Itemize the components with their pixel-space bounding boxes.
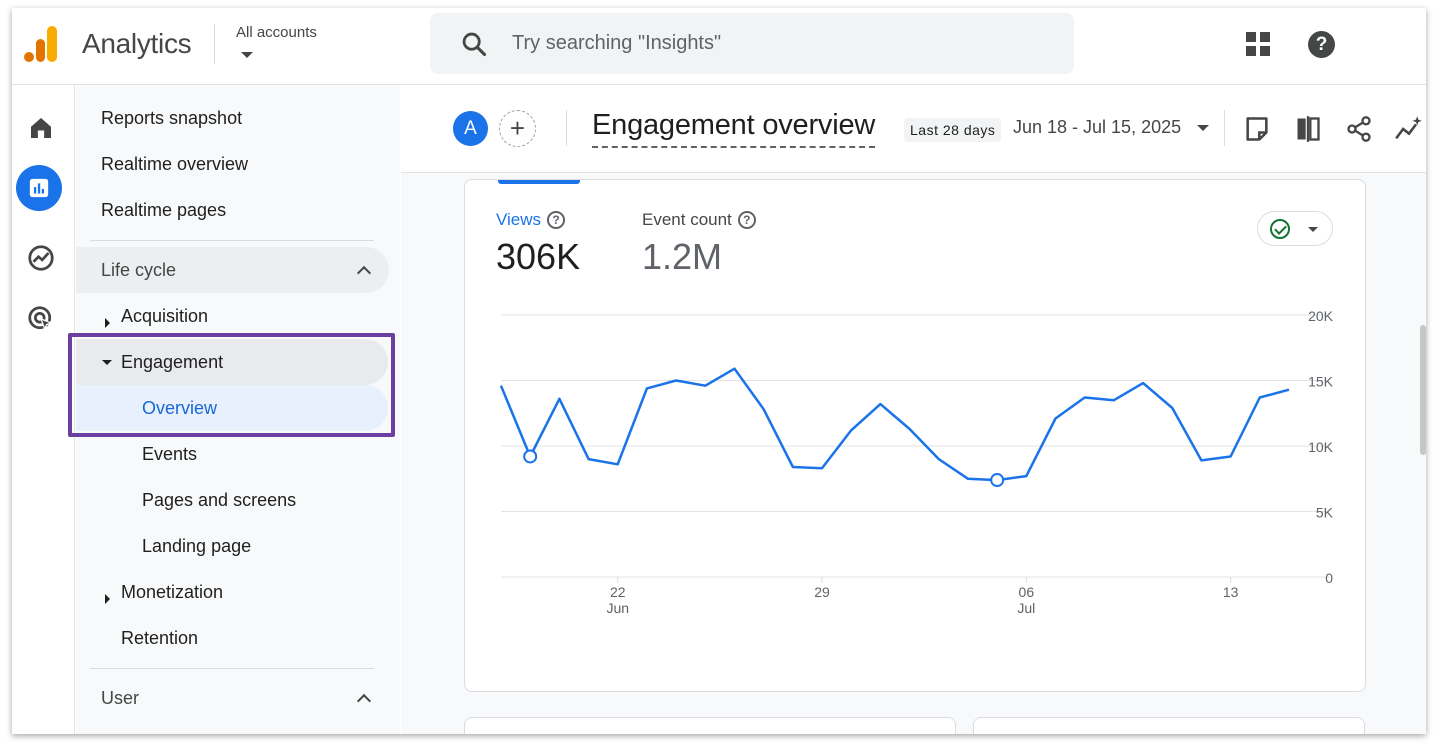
- app-window: Analytics All accounts Try searching "In…: [12, 8, 1426, 734]
- reports-nav-button[interactable]: [16, 165, 62, 211]
- nav-overview: Overview: [142, 398, 218, 418]
- reports-icon: [29, 178, 49, 198]
- main-content: A + Engagement overview Last 28 days Jun…: [401, 85, 1426, 734]
- search-input[interactable]: Try searching "Insights": [512, 32, 722, 54]
- side-nav: Reports snapshot Realtime overview Realt…: [76, 85, 400, 734]
- nav-engagement-row[interactable]: Engagement: [76, 339, 388, 385]
- notes-icon[interactable]: [1243, 115, 1271, 143]
- help-question-icon[interactable]: ?: [737, 211, 756, 229]
- metric-value: 306K: [496, 236, 581, 277]
- app-title: Analytics: [82, 28, 192, 59]
- secondary-card: [973, 717, 1365, 734]
- date-range-text[interactable]: Jun 18 - Jul 15, 2025: [1013, 117, 1182, 137]
- section-label: Life cycle: [101, 260, 177, 280]
- highlight-annotation-box: [68, 333, 395, 437]
- x-tick-label: 06: [1019, 584, 1035, 600]
- divider: [566, 110, 567, 146]
- nav-reports-snapshot[interactable]: Reports snapshot: [101, 108, 243, 128]
- caret-right-icon[interactable]: [105, 318, 110, 328]
- data-point-marker: [990, 473, 1005, 488]
- caret-down-icon: [102, 360, 112, 365]
- divider: [214, 24, 215, 64]
- section-life-cycle[interactable]: Life cycle: [76, 247, 389, 293]
- comparison-avatar[interactable]: A: [453, 111, 488, 146]
- help-question-icon[interactable]: ?: [547, 211, 566, 229]
- active-tab-indicator: [498, 180, 580, 184]
- x-tick-label: 13: [1223, 584, 1239, 600]
- share-icon[interactable]: [1345, 115, 1373, 143]
- metric-label: Views: [496, 210, 542, 229]
- caret-down-icon[interactable]: [1197, 125, 1209, 131]
- nav-overview-row[interactable]: Overview: [76, 385, 388, 431]
- section-label: User: [101, 688, 140, 708]
- chevron-up-icon: [356, 265, 372, 281]
- nav-acquisition[interactable]: Acquisition: [121, 306, 209, 326]
- advertising-icon[interactable]: [26, 304, 56, 334]
- date-range-chip[interactable]: Last 28 days: [904, 118, 1002, 142]
- account-selector[interactable]: All accounts: [236, 24, 317, 41]
- y-tick-label: 20K: [1308, 308, 1334, 324]
- y-tick-label: 5K: [1316, 505, 1334, 521]
- home-icon[interactable]: [26, 113, 56, 143]
- data-point-marker: [523, 449, 538, 464]
- metric-tab-event-count[interactable]: Event count?: [642, 210, 756, 230]
- metric-value: 1.2M: [642, 236, 723, 277]
- nav-landing-page[interactable]: Landing page: [142, 536, 252, 556]
- nav-realtime-pages[interactable]: Realtime pages: [101, 200, 227, 220]
- analytics-logo-icon[interactable]: [24, 26, 58, 64]
- caret-down-icon[interactable]: [241, 52, 253, 58]
- secondary-card: [464, 717, 956, 734]
- metric-tab-views[interactable]: Views?: [496, 210, 566, 230]
- search-icon: [462, 32, 487, 57]
- divider: [90, 668, 374, 669]
- nav-retention[interactable]: Retention: [121, 628, 199, 648]
- y-tick-label: 0: [1325, 570, 1333, 586]
- caret-right-icon[interactable]: [105, 594, 110, 604]
- top-bar: Analytics All accounts Try searching "In…: [12, 8, 1426, 85]
- explore-icon[interactable]: [26, 243, 56, 273]
- left-rail: [12, 85, 75, 734]
- page-title: Engagement overview: [592, 109, 875, 148]
- caret-down-icon: [1308, 227, 1318, 232]
- nav-pages-and-screens[interactable]: Pages and screens: [142, 490, 297, 510]
- x-tick-label: 22: [610, 584, 626, 600]
- search-bar[interactable]: Try searching "Insights": [430, 13, 1074, 74]
- y-tick-label: 10K: [1308, 439, 1334, 455]
- add-comparison-button[interactable]: +: [499, 110, 536, 147]
- check-circle-icon: [1270, 219, 1290, 239]
- metrics-chart-card: Views? 306K Event count? 1.2M 20K 15K 10K 5…: [464, 179, 1366, 692]
- help-icon[interactable]: ?: [1308, 31, 1335, 58]
- y-tick-label: 15K: [1308, 374, 1334, 390]
- data-quality-status-button[interactable]: [1257, 211, 1333, 246]
- metric-label: Event count: [642, 210, 732, 229]
- x-tick-month-label: Jul: [1017, 600, 1035, 616]
- scrollbar[interactable]: [1420, 325, 1426, 455]
- series-line-views: [499, 367, 1290, 482]
- nav-events[interactable]: Events: [142, 444, 198, 464]
- compare-icon[interactable]: [1294, 115, 1322, 143]
- x-tick-label: 29: [814, 584, 830, 600]
- report-header: A + Engagement overview Last 28 days Jun…: [401, 85, 1426, 173]
- divider: [90, 240, 374, 241]
- section-user[interactable]: User: [76, 675, 389, 721]
- apps-grid-icon[interactable]: [1246, 32, 1272, 58]
- nav-monetization[interactable]: Monetization: [121, 582, 224, 602]
- nav-realtime-overview[interactable]: Realtime overview: [101, 154, 249, 174]
- x-tick-month-label: Jun: [606, 600, 629, 616]
- chevron-up-icon: [356, 693, 372, 709]
- divider: [1224, 110, 1225, 146]
- nav-engagement: Engagement: [121, 352, 224, 372]
- insights-icon[interactable]: [1395, 115, 1423, 143]
